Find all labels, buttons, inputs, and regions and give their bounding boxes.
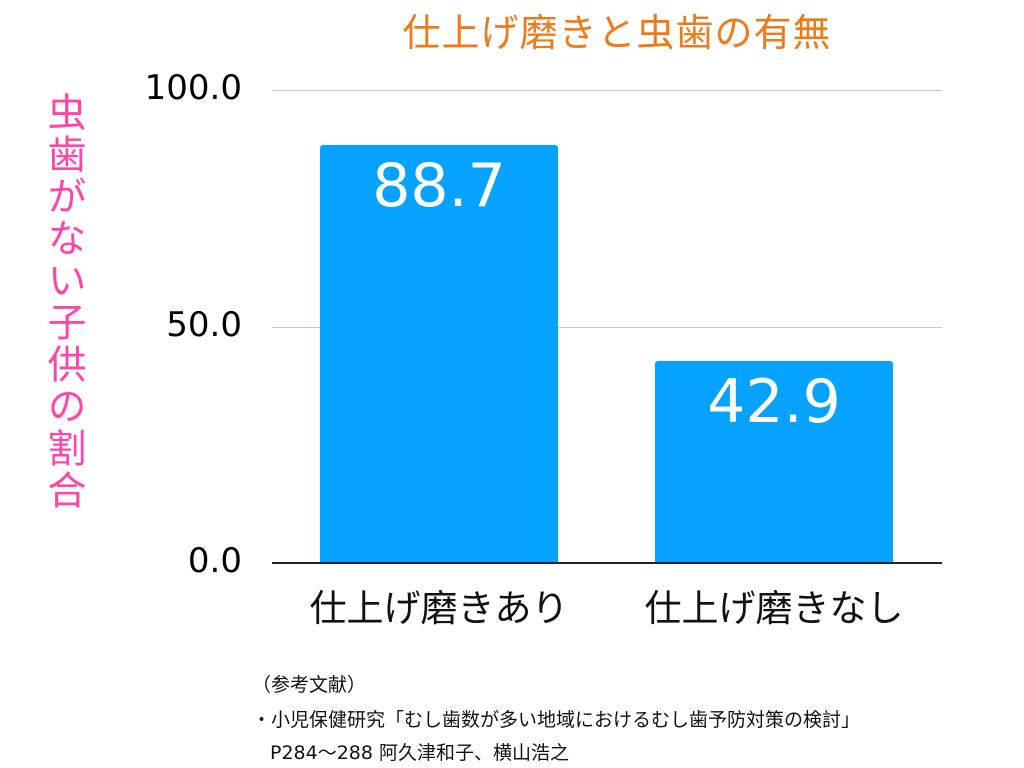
chart-title: 仕上げ磨きと虫歯の有無	[402, 11, 832, 55]
bar-value-label: 42.9	[707, 367, 841, 437]
y-axis-label: 虫歯がない子供の割合	[41, 92, 86, 512]
reference-line: P284〜288 阿久津和子、横山浩之	[270, 742, 570, 764]
bar-with-finishing-brushing: 88.7	[320, 145, 558, 563]
bar-without-finishing-brushing: 42.9	[655, 361, 893, 563]
x-category-label: 仕上げ磨きなし	[644, 587, 904, 630]
x-category-label: 仕上げ磨きあり	[309, 587, 569, 630]
y-tick-0: 0.0	[187, 541, 242, 581]
reference-line: ・小児保健研究「むし歯数が多い地域におけるむし歯予防対策の検討」	[252, 709, 861, 731]
gridline-100	[272, 90, 942, 91]
bar-value-label: 88.7	[372, 151, 506, 221]
x-axis-line	[272, 562, 942, 564]
reference-heading: （参考文献）	[252, 674, 367, 696]
y-tick-50: 50.0	[166, 305, 242, 345]
gridline-50	[272, 327, 942, 328]
y-tick-100: 100.0	[144, 68, 242, 108]
